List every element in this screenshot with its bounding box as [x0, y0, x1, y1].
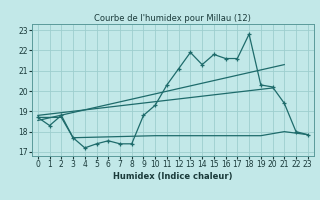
- X-axis label: Humidex (Indice chaleur): Humidex (Indice chaleur): [113, 172, 233, 181]
- Title: Courbe de l'humidex pour Millau (12): Courbe de l'humidex pour Millau (12): [94, 14, 251, 23]
